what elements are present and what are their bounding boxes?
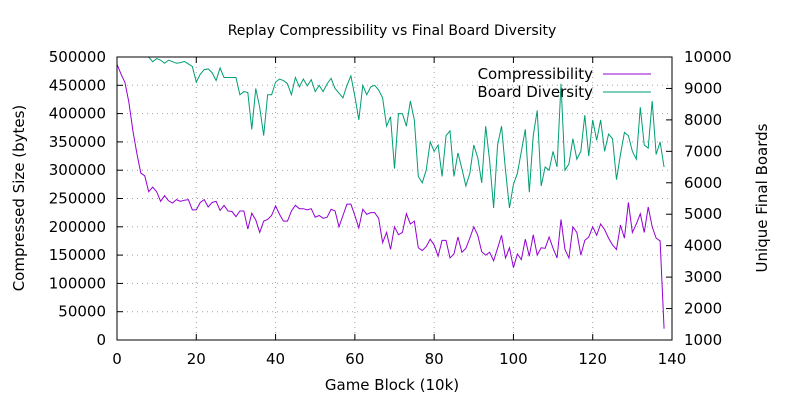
y2-axis-title: Unique Final Boards	[753, 123, 771, 272]
grid	[117, 57, 672, 340]
x-tick-label: 80	[425, 350, 444, 368]
y-tick-label: 50000	[58, 303, 106, 321]
y-tick-label: 450000	[49, 76, 106, 94]
y2-tick-label: 1000	[684, 331, 722, 349]
x-tick-label: 0	[112, 350, 122, 368]
series-layer	[116, 56, 665, 329]
plot-frame	[116, 56, 673, 341]
chart-title: Replay Compressibility vs Final Board Di…	[228, 23, 557, 39]
axis-tick-labels: 0 20 40 60 80 100 120 140 0 50000 100000 150000 2000…	[49, 48, 732, 368]
y2-tick-label: 9000	[684, 79, 722, 97]
y2-tick-label: 6000	[684, 174, 722, 192]
y-tick-label: 150000	[49, 246, 106, 264]
series-line-board-diversity	[117, 56, 665, 209]
y-tick-label: 500000	[49, 48, 106, 66]
legend-label-board-diversity: Board Diversity	[477, 83, 593, 101]
y-tick-label: 400000	[49, 105, 106, 123]
x-tick-label: 100	[499, 350, 528, 368]
y-tick-label: 350000	[49, 133, 106, 151]
y-axis-title: Compressed Size (bytes)	[10, 105, 28, 292]
x-tick-label: 60	[345, 350, 364, 368]
x-tick-label: 120	[578, 350, 607, 368]
y2-tick-label: 7000	[684, 142, 722, 160]
x-tick-label: 40	[266, 350, 285, 368]
y2-tick-label: 2000	[684, 300, 722, 318]
y2-tick-label: 4000	[684, 237, 722, 255]
legend-label-compressibility: Compressibility	[478, 65, 594, 83]
y-tick-label: 0	[96, 331, 106, 349]
y2-tick-label: 10000	[684, 48, 732, 66]
y-tick-label: 300000	[49, 161, 106, 179]
y2-tick-label: 3000	[684, 268, 722, 286]
y-tick-label: 100000	[49, 274, 106, 292]
y2-tick-label: 5000	[684, 205, 722, 223]
legend: Compressibility Board Diversity	[477, 65, 651, 101]
x-axis-title: Game Block (10k)	[325, 376, 459, 394]
y-tick-label: 250000	[49, 190, 106, 208]
y-tick-label: 200000	[49, 218, 106, 236]
y2-tick-label: 8000	[684, 111, 722, 129]
x-tick-label: 20	[187, 350, 206, 368]
x-tick-label: 140	[658, 350, 687, 368]
series-line-compressibility	[116, 64, 665, 329]
